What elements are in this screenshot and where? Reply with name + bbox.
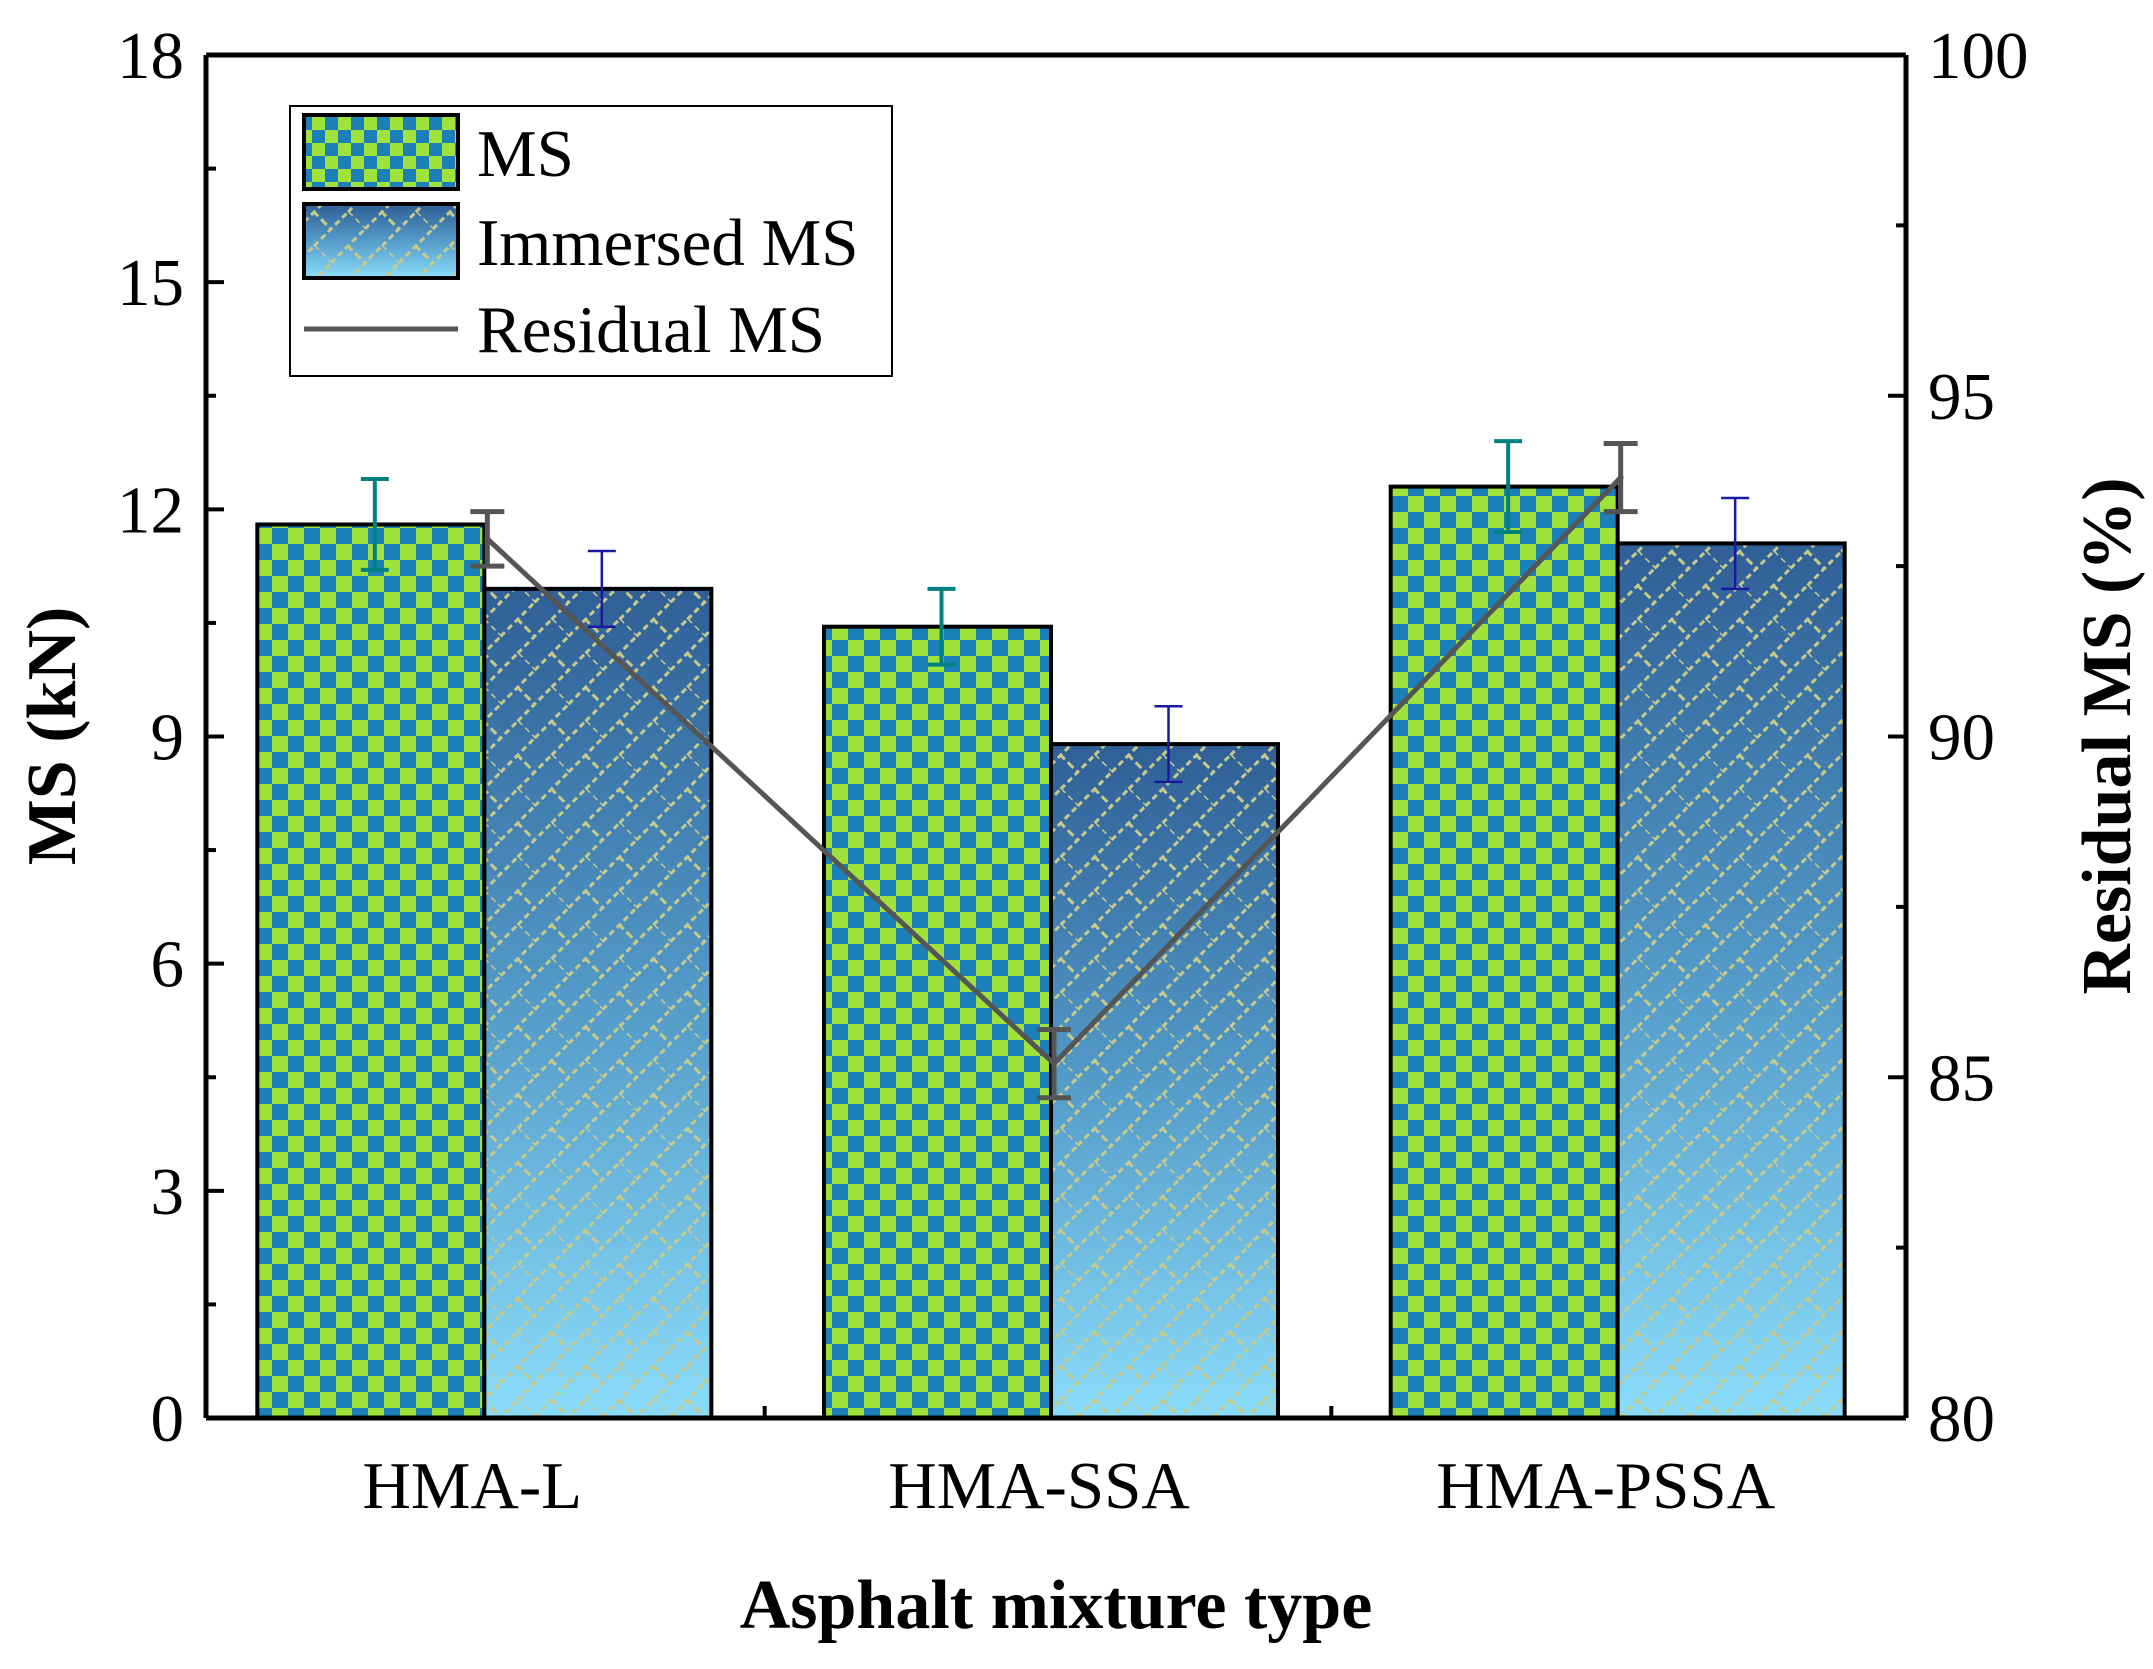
legend-swatch-immersed-hatch bbox=[306, 206, 456, 276]
left-axis-ticks: 0 3 6 9 12 15 18 bbox=[117, 19, 224, 1456]
bar-immersed-hatch-hma-ssa bbox=[1049, 742, 1280, 1420]
left-tick-label-18: 18 bbox=[117, 19, 184, 93]
errorbar-immersed-hma-l bbox=[587, 549, 616, 628]
plot-marks bbox=[255, 439, 1847, 1421]
errorbar-immersed-hma-pssa bbox=[1721, 496, 1750, 591]
x-axis-title: Asphalt mixture type bbox=[740, 1567, 1373, 1644]
legend-label-immersed-ms: Immersed MS bbox=[477, 206, 859, 280]
right-tick-label-100: 100 bbox=[1928, 19, 2029, 93]
bar-ms-hma-pssa bbox=[1388, 484, 1620, 1421]
right-tick-label-95: 95 bbox=[1928, 360, 1995, 434]
right-axis-ticks: 80 85 90 95 100 bbox=[1888, 19, 2029, 1456]
errorbar-residual-hma-ssa bbox=[1037, 1027, 1071, 1101]
left-tick-label-0: 0 bbox=[151, 1382, 185, 1456]
errorbar-residual-hma-pssa bbox=[1603, 440, 1638, 515]
bar-immersed-hatch-hma-pssa bbox=[1615, 541, 1847, 1420]
legend-label-residual-ms: Residual MS bbox=[477, 293, 825, 367]
right-tick-label-80: 80 bbox=[1928, 1382, 1995, 1456]
errorbar-ms-hma-ssa bbox=[927, 586, 956, 667]
left-tick-label-15: 15 bbox=[117, 246, 184, 320]
left-tick-label-3: 3 bbox=[151, 1155, 185, 1229]
errorbar-ms-hma-pssa bbox=[1494, 439, 1523, 535]
x-tick-label-hma-pssa: HMA-PSSA bbox=[1436, 1449, 1775, 1523]
y2-axis-title: Residual MS (%) bbox=[2069, 477, 2146, 994]
left-tick-label-12: 12 bbox=[117, 473, 184, 547]
x-axis-ticks: HMA-L HMA-SSA HMA-PSSA bbox=[363, 1406, 1775, 1523]
right-tick-label-85: 85 bbox=[1928, 1041, 1995, 1115]
x-tick-label-hma-l: HMA-L bbox=[363, 1449, 583, 1523]
legend-label-ms: MS bbox=[477, 117, 574, 191]
errorbar-immersed-hma-ssa bbox=[1154, 704, 1183, 784]
x-tick-label-hma-ssa: HMA-SSA bbox=[888, 1449, 1190, 1523]
bar-immersed-hatch-hma-l bbox=[482, 586, 714, 1420]
errorbar-ms-hma-l bbox=[360, 477, 389, 572]
right-tick-label-90: 90 bbox=[1928, 701, 1995, 775]
bar-ms-hma-ssa bbox=[822, 624, 1053, 1420]
legend-swatch-ms bbox=[302, 113, 460, 191]
left-tick-label-9: 9 bbox=[151, 701, 185, 775]
errorbar-residual-hma-l bbox=[470, 509, 505, 569]
legend: MS Immersed MS Residual MS bbox=[289, 105, 893, 377]
y-axis-title: MS (kN) bbox=[14, 607, 91, 866]
bar-ms-hma-l bbox=[255, 522, 487, 1420]
left-tick-label-6: 6 bbox=[151, 928, 185, 1002]
